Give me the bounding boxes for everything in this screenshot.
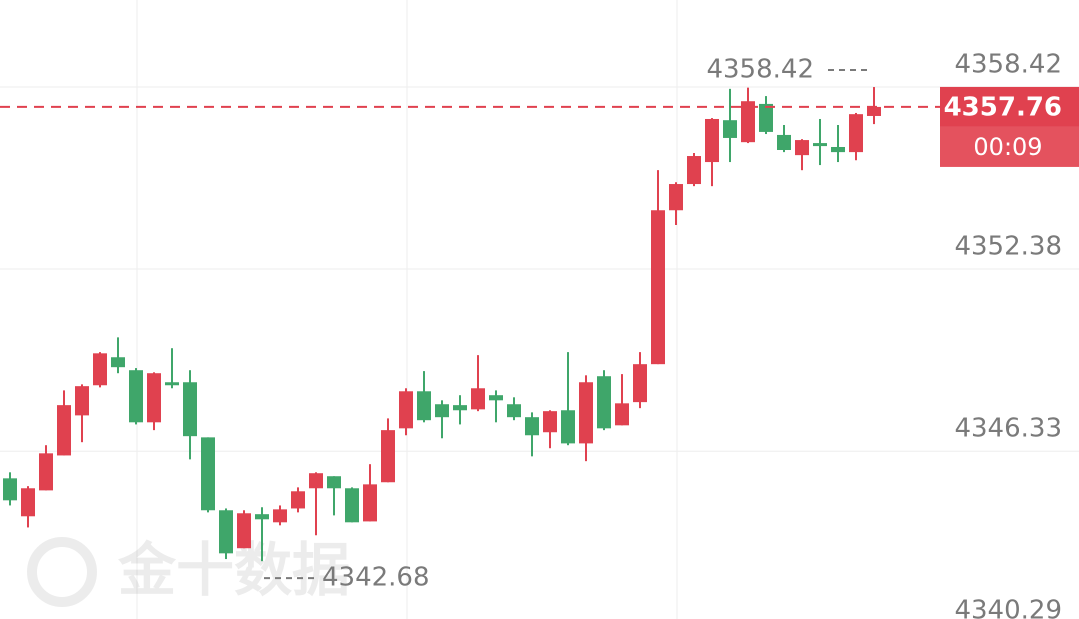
candle-body: [93, 353, 107, 386]
candle-body: [201, 437, 215, 511]
candle-body: [327, 476, 341, 489]
candle-body: [543, 411, 557, 433]
candle-body: [363, 484, 377, 522]
y-tick-label: 4352.38: [954, 231, 1062, 261]
candle-body: [849, 114, 863, 153]
high-label: 4358.42: [706, 55, 814, 85]
candle-body: [111, 357, 125, 368]
price-badge: [940, 86, 1079, 127]
current-price-label: 4357.76: [944, 92, 1062, 122]
candle-body: [525, 417, 539, 436]
countdown-badge: [940, 126, 1079, 167]
watermark-text: 金十数据: [118, 536, 350, 604]
candle-body: [417, 391, 431, 421]
candle-body: [435, 404, 449, 418]
candle-body: [597, 376, 611, 429]
candle-body: [579, 382, 593, 444]
candle-body: [615, 403, 629, 426]
candle-body: [57, 405, 71, 456]
candle-body: [759, 103, 773, 132]
candle-body: [39, 453, 53, 491]
low-label: 4342.68: [322, 563, 430, 593]
candle-body: [795, 140, 809, 156]
candle-body: [633, 364, 647, 403]
candle-body: [129, 370, 143, 423]
candle-body: [309, 473, 323, 489]
candle-body: [147, 373, 161, 423]
candle-body: [291, 491, 305, 509]
candle-body: [453, 405, 467, 411]
candle-body: [219, 510, 233, 554]
candle-body: [273, 509, 287, 523]
y-tick-label: 4358.42: [954, 50, 1062, 80]
watermark: 金十数据: [27, 536, 350, 607]
candle-body: [489, 395, 503, 401]
candle-body: [723, 120, 737, 138]
candle-body: [21, 488, 35, 517]
candle-body: [3, 478, 17, 501]
watermark-logo: [27, 537, 97, 607]
candle-body: [813, 143, 827, 147]
candle-body: [345, 488, 359, 523]
countdown-label: 00:09: [973, 133, 1042, 161]
candle-body: [237, 513, 251, 549]
candle-body: [255, 514, 269, 520]
candle-body: [867, 106, 881, 116]
candle-body: [669, 184, 683, 211]
y-tick-label: 4340.29: [954, 596, 1062, 619]
candle-body: [399, 391, 413, 429]
candle-body: [561, 410, 575, 444]
candle-body: [471, 388, 485, 410]
candle-body: [705, 118, 719, 163]
candle-body: [651, 210, 665, 365]
candle-body: [777, 134, 791, 151]
y-tick-label: 4346.33: [954, 414, 1062, 444]
candle-body: [75, 386, 89, 416]
candle-body: [381, 430, 395, 483]
candle-body: [831, 146, 845, 153]
candle-body: [687, 156, 701, 185]
candle-body: [165, 382, 179, 386]
candle-body: [507, 404, 521, 418]
candle-body: [741, 101, 755, 143]
candle-body: [183, 382, 197, 437]
